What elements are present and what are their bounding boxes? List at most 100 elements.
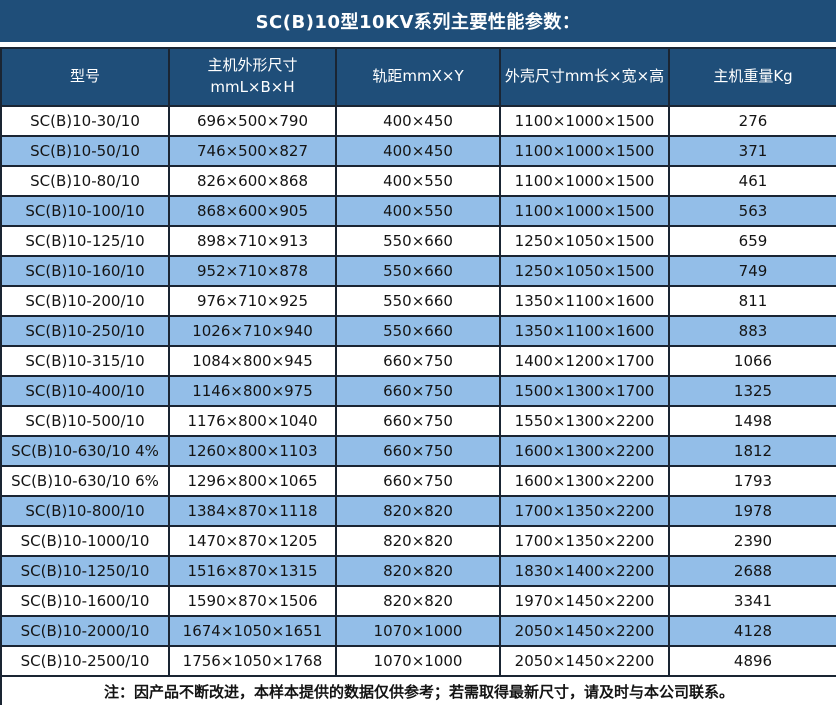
cell-weight: 1498 — [668, 405, 836, 437]
table-row: SC(B)10-1600/10 1590×870×1506 820×820 1970×… — [0, 585, 836, 617]
cell-model: SC(B)10-80/10 — [0, 165, 170, 197]
cell-shell-size: 1100×1000×1500 — [499, 165, 670, 197]
cell-rail-gauge: 660×750 — [335, 405, 501, 437]
cell-rail-gauge: 660×750 — [335, 375, 501, 407]
cell-rail-gauge: 820×820 — [335, 555, 501, 587]
cell-weight: 4128 — [668, 615, 836, 647]
cell-rail-gauge: 550×660 — [335, 255, 501, 287]
cell-rail-gauge: 400×450 — [335, 135, 501, 167]
cell-host-size: 746×500×827 — [168, 135, 337, 167]
col-header-model-label: 型号 — [69, 67, 100, 86]
cell-shell-size: 1600×1300×2200 — [499, 435, 670, 467]
cell-rail-gauge: 660×750 — [335, 435, 501, 467]
col-header-rail-gauge: 轨距mmX×Y — [335, 47, 501, 107]
cell-rail-gauge: 1070×1000 — [335, 645, 501, 677]
cell-rail-gauge: 400×550 — [335, 165, 501, 197]
col-header-weight-label: 主机重量Kg — [713, 67, 793, 86]
cell-host-size: 1146×800×975 — [168, 375, 337, 407]
cell-host-size: 1084×800×945 — [168, 345, 337, 377]
cell-weight: 2688 — [668, 555, 836, 587]
table-row: SC(B)10-50/10 746×500×827 400×450 1100×1000… — [0, 135, 836, 167]
col-header-host-size-sublabel: mmL×B×H — [210, 78, 295, 96]
col-header-rail-gauge-label: 轨距mmX×Y — [372, 67, 464, 86]
spec-table: 型号 主机外形尺寸 mmL×B×H 轨距mmX×Y 外壳尺寸mm长×宽×高 主机… — [0, 47, 836, 705]
cell-weight: 4896 — [668, 645, 836, 677]
table-row: SC(B)10-400/10 1146×800×975 660×750 1500×13… — [0, 375, 836, 407]
cell-rail-gauge: 550×660 — [335, 225, 501, 257]
cell-weight: 461 — [668, 165, 836, 197]
table-row: SC(B)10-800/10 1384×870×1118 820×820 1700×1… — [0, 495, 836, 527]
header-row: 型号 主机外形尺寸 mmL×B×H 轨距mmX×Y 外壳尺寸mm长×宽×高 主机… — [0, 47, 836, 107]
cell-model: SC(B)10-400/10 — [0, 375, 170, 407]
table-row: SC(B)10-315/10 1084×800×945 660×750 1400×12… — [0, 345, 836, 377]
cell-shell-size: 1350×1100×1600 — [499, 285, 670, 317]
cell-shell-size: 2050×1450×2200 — [499, 645, 670, 677]
cell-host-size: 1026×710×940 — [168, 315, 337, 347]
cell-model: SC(B)10-1250/10 — [0, 555, 170, 587]
title-bar: SC(B)10型10KV系列主要性能参数： — [0, 0, 836, 42]
col-header-shell-size-label: 外壳尺寸mm长×宽×高 — [504, 67, 665, 86]
cell-host-size: 1176×800×1040 — [168, 405, 337, 437]
cell-host-size: 696×500×790 — [168, 105, 337, 137]
cell-host-size: 1384×870×1118 — [168, 495, 337, 527]
table-row: SC(B)10-250/10 1026×710×940 550×660 1350×11… — [0, 315, 836, 347]
cell-model: SC(B)10-2500/10 — [0, 645, 170, 677]
cell-rail-gauge: 820×820 — [335, 495, 501, 527]
cell-weight: 276 — [668, 105, 836, 137]
cell-model: SC(B)10-50/10 — [0, 135, 170, 167]
col-header-shell-size: 外壳尺寸mm长×宽×高 — [499, 47, 670, 107]
cell-weight: 883 — [668, 315, 836, 347]
cell-weight: 749 — [668, 255, 836, 287]
cell-rail-gauge: 400×450 — [335, 105, 501, 137]
cell-rail-gauge: 400×550 — [335, 195, 501, 227]
table-row: SC(B)10-80/10 826×600×868 400×550 1100×1000… — [0, 165, 836, 197]
cell-shell-size: 1970×1450×2200 — [499, 585, 670, 617]
cell-model: SC(B)10-125/10 — [0, 225, 170, 257]
table-row: SC(B)10-2000/10 1674×1050×1651 1070×1000 20… — [0, 615, 836, 647]
cell-weight: 659 — [668, 225, 836, 257]
cell-shell-size: 1250×1050×1500 — [499, 255, 670, 287]
cell-host-size: 1296×800×1065 — [168, 465, 337, 497]
cell-rail-gauge: 550×660 — [335, 285, 501, 317]
cell-rail-gauge: 660×750 — [335, 465, 501, 497]
cell-model: SC(B)10-200/10 — [0, 285, 170, 317]
table-row: SC(B)10-200/10 976×710×925 550×660 1350×110… — [0, 285, 836, 317]
cell-host-size: 868×600×905 — [168, 195, 337, 227]
cell-host-size: 952×710×878 — [168, 255, 337, 287]
cell-weight: 371 — [668, 135, 836, 167]
table-row: SC(B)10-630/10 6% 1296×800×1065 660×750 160… — [0, 465, 836, 497]
table-row: SC(B)10-30/10 696×500×790 400×450 1100×1000… — [0, 105, 836, 137]
table-row: SC(B)10-630/10 4% 1260×800×1103 660×750 160… — [0, 435, 836, 467]
cell-shell-size: 1350×1100×1600 — [499, 315, 670, 347]
cell-shell-size: 1100×1000×1500 — [499, 105, 670, 137]
cell-weight: 1793 — [668, 465, 836, 497]
cell-host-size: 1260×800×1103 — [168, 435, 337, 467]
cell-weight: 811 — [668, 285, 836, 317]
col-header-weight: 主机重量Kg — [668, 47, 836, 107]
cell-weight: 3341 — [668, 585, 836, 617]
footer-note: 注：因产品不断改进，本样本提供的数据仅供参考；若需取得最新尺寸，请及时与本公司联… — [0, 675, 836, 705]
cell-host-size: 1756×1050×1768 — [168, 645, 337, 677]
cell-rail-gauge: 660×750 — [335, 345, 501, 377]
cell-model: SC(B)10-2000/10 — [0, 615, 170, 647]
cell-weight: 1066 — [668, 345, 836, 377]
cell-host-size: 898×710×913 — [168, 225, 337, 257]
cell-rail-gauge: 820×820 — [335, 525, 501, 557]
cell-weight: 1978 — [668, 495, 836, 527]
cell-weight: 563 — [668, 195, 836, 227]
cell-shell-size: 1700×1350×2200 — [499, 525, 670, 557]
cell-host-size: 1470×870×1205 — [168, 525, 337, 557]
table-row: SC(B)10-100/10 868×600×905 400×550 1100×100… — [0, 195, 836, 227]
cell-shell-size: 1250×1050×1500 — [499, 225, 670, 257]
cell-rail-gauge: 1070×1000 — [335, 615, 501, 647]
cell-model: SC(B)10-250/10 — [0, 315, 170, 347]
cell-host-size: 826×600×868 — [168, 165, 337, 197]
page-title: SC(B)10型10KV系列主要性能参数： — [255, 12, 581, 33]
cell-host-size: 1590×870×1506 — [168, 585, 337, 617]
col-header-host-size-label: 主机外形尺寸 — [207, 56, 298, 75]
cell-shell-size: 1700×1350×2200 — [499, 495, 670, 527]
cell-model: SC(B)10-30/10 — [0, 105, 170, 137]
table-row: SC(B)10-1000/10 1470×870×1205 820×820 1700×… — [0, 525, 836, 557]
cell-rail-gauge: 820×820 — [335, 585, 501, 617]
